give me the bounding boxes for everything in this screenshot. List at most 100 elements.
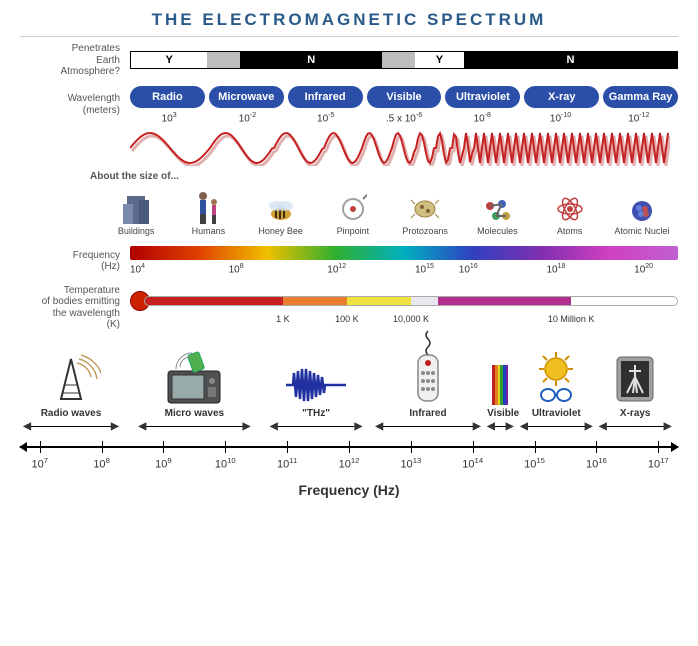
humans-icon [172, 186, 244, 224]
band-pill: Radio [130, 86, 205, 108]
temperature-content: 1 K100 K10,000 K10 Million K [130, 290, 678, 326]
molecule-icon [461, 186, 533, 224]
lower-category-label: Infrared [375, 408, 480, 419]
size-label: Atomic Nuclei [606, 226, 678, 236]
frequency-row: Frequency(Hz) 10410810121015101610181020 [0, 246, 698, 277]
wave-graphic [130, 130, 698, 169]
lower-category-label: Micro waves [138, 408, 250, 419]
thermo-segment [145, 297, 283, 305]
axis-tick [473, 441, 474, 453]
axis-tick-label: 1015 [524, 456, 545, 471]
lower-panel: Radio waves ◀▶ Micro waves ◀▶ "THz" ◀▶ I… [20, 341, 678, 498]
band-pill: Infrared [288, 86, 363, 108]
frequency-content: 104 108 1012 1015 1016 1018 1020 [130, 246, 678, 277]
band-value: 10-12 [600, 112, 678, 124]
microwave-icon [138, 347, 250, 405]
size-item: Atoms [534, 186, 606, 236]
remote-icon [375, 347, 480, 405]
axis-tick [225, 441, 226, 453]
size-item: Atomic Nuclei [606, 186, 678, 236]
frequency-tick-label: 104 [130, 263, 145, 275]
size-item: Protozoans [389, 186, 461, 236]
axis-tick-label: 1016 [586, 456, 607, 471]
axis-tick-label: 107 [31, 456, 48, 471]
size-item: Pinpoint [317, 186, 389, 236]
penetrates-segment [382, 52, 415, 68]
bee-icon [245, 186, 317, 224]
axis-tick [349, 441, 350, 453]
thermo-tick-label: 10,000 K [393, 314, 429, 324]
lower-category: "THz" ◀▶ [270, 347, 362, 432]
penetrates-segment: Y [415, 52, 464, 68]
lower-category-label: X-rays [599, 408, 671, 419]
atom-icon [534, 186, 606, 224]
size-item: Honey Bee [245, 186, 317, 236]
lower-category-label: Ultraviolet [520, 408, 592, 419]
axis-tick-label: 109 [155, 456, 172, 471]
page-title: THE ELECTROMAGNETIC SPECTRUM [0, 0, 698, 34]
penetrates-segment: Y [131, 52, 207, 68]
axis-tick-label: 1014 [462, 456, 483, 471]
size-row: BuildingsHumansHoney BeePinpointProtozoa… [100, 186, 678, 236]
axis-tick-label: 108 [93, 456, 110, 471]
axis-tick-label: 1013 [400, 456, 421, 471]
range-arrow: ◀▶ [520, 421, 592, 432]
axis-tick-label: 1011 [277, 456, 297, 471]
frequency-axis: 1071081091010101110121013101410151016101… [20, 438, 678, 478]
size-label: Atoms [534, 226, 606, 236]
axis-title: Frequency (Hz) [20, 482, 678, 498]
band-pill: Visible [367, 86, 442, 108]
title-divider [20, 36, 678, 37]
frequency-tick-label: 108 [229, 263, 244, 275]
band-value: .5 x 10-6 [365, 112, 443, 124]
size-label: Protozoans [389, 226, 461, 236]
band-pill: X-ray [524, 86, 599, 108]
lower-category: Micro waves ◀▶ [138, 347, 250, 432]
frequency-tick-label: 1020 [634, 263, 653, 275]
rainbow-icon [487, 347, 513, 405]
size-label: Molecules [461, 226, 533, 236]
range-arrow: ◀▶ [375, 421, 480, 432]
frequency-tick-label: 1018 [546, 263, 565, 275]
thermo-segment [283, 297, 347, 305]
thermo-segment [571, 297, 677, 305]
band-value: 10-10 [521, 112, 599, 124]
axis-tick [535, 441, 536, 453]
lower-category: Ultraviolet ◀▶ [520, 347, 592, 432]
wavelength-bands: RadioMicrowaveInfraredVisibleUltraviolet… [130, 86, 678, 124]
axis-tick [163, 441, 164, 453]
axis-tick [102, 441, 103, 453]
size-label: Pinpoint [317, 226, 389, 236]
penetrates-row: PenetratesEarthAtmosphere? YNYN [0, 43, 698, 78]
size-item: Molecules [461, 186, 533, 236]
thermo-segment [411, 297, 438, 305]
frequency-tick-label: 1016 [459, 263, 478, 275]
lower-category-label: Radio waves [23, 408, 118, 419]
band-pill: Gamma Ray [603, 86, 678, 108]
range-arrow: ◀▶ [270, 421, 362, 432]
penetrates-segment [207, 52, 240, 68]
pinpoint-icon [317, 186, 389, 224]
axis-tick [658, 441, 659, 453]
sun-icon [520, 347, 592, 405]
nucleus-icon [606, 186, 678, 224]
about-label: About the size of... [90, 171, 698, 182]
penetrates-segment: N [464, 52, 677, 68]
axis-tick [411, 441, 412, 453]
size-label: Buildings [100, 226, 172, 236]
thermo-tick-label: 10 Million K [548, 314, 595, 324]
lower-category: Infrared ◀▶ [375, 347, 480, 432]
frequency-tick-label: 1012 [327, 263, 346, 275]
band-value: 103 [130, 112, 208, 124]
size-label: Honey Bee [245, 226, 317, 236]
lower-category: X-rays ◀▶ [599, 347, 671, 432]
xray-icon [599, 347, 671, 405]
lower-category-label: Visible [487, 408, 513, 419]
axis-tick [287, 441, 288, 453]
frequency-tick-label: 1015 [415, 263, 434, 275]
temperature-label: Temperatureof bodies emittingthe wavelen… [0, 285, 130, 331]
size-item: Buildings [100, 186, 172, 236]
band-pill: Microwave [209, 86, 284, 108]
penetrates-label: PenetratesEarthAtmosphere? [0, 43, 130, 78]
penetrates-segment: N [240, 52, 382, 68]
